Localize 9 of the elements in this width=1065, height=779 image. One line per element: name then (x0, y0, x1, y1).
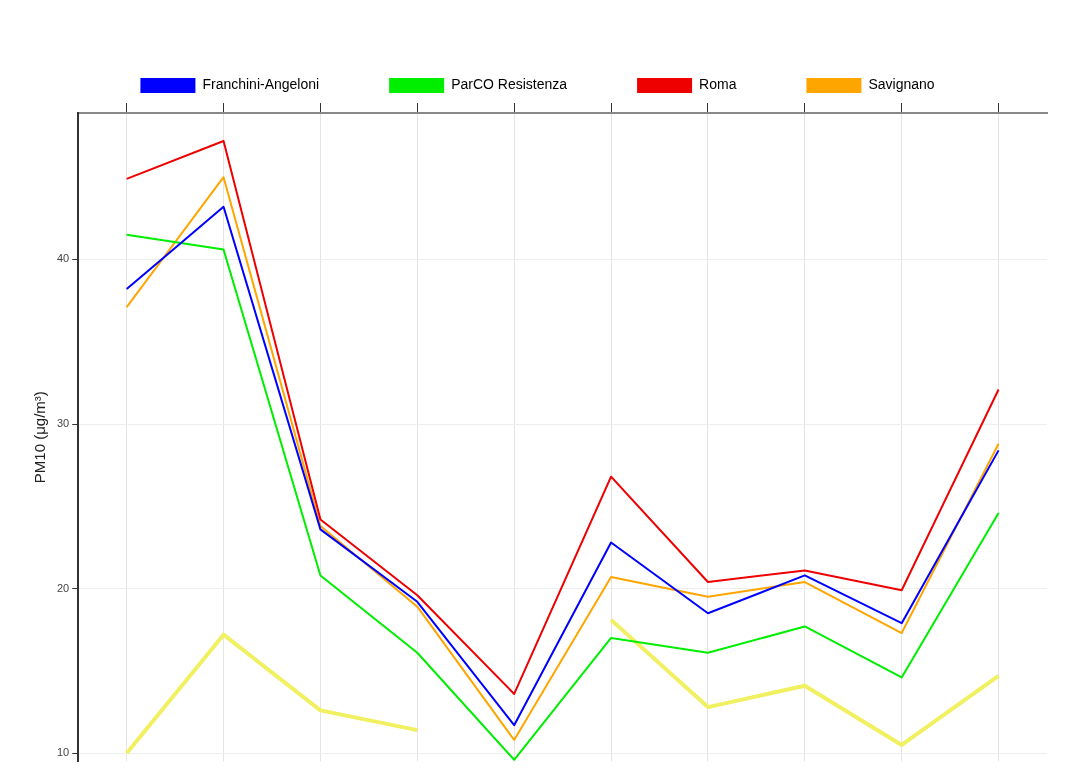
y-tick-label: 10 (56, 746, 70, 759)
legend-label: Savignano (868, 76, 935, 93)
y-tick-label: 40 (56, 252, 70, 265)
legend-label: Roma (699, 76, 737, 93)
y-axis-title: PM10 (μg/m³) (31, 391, 49, 484)
legend-label: ParCO Resistenza (451, 76, 568, 93)
y-tick-label: 20 (56, 581, 70, 594)
legend-label: Franchini-Angeloni (202, 76, 320, 93)
y-tick-label: 30 (56, 417, 70, 430)
